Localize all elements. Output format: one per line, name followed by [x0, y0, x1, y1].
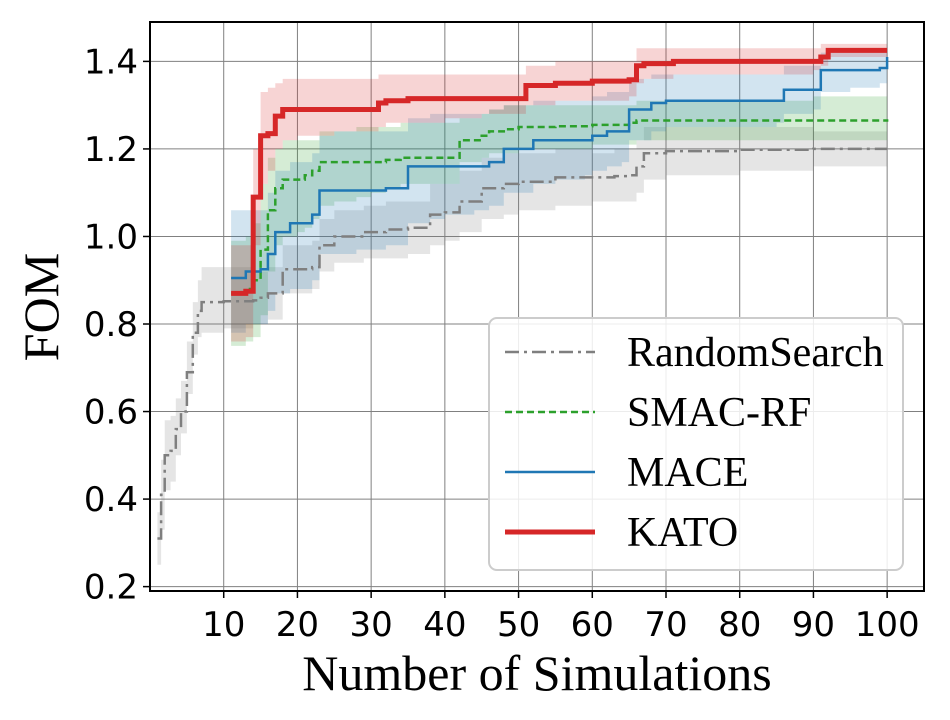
legend-label-randomsearch: RandomSearch — [627, 330, 884, 376]
x-tick-label: 20 — [276, 605, 319, 645]
x-axis-title: Number of Simulations — [302, 645, 771, 701]
legend-label-kato: KATO — [627, 510, 738, 556]
legend-frame — [488, 317, 904, 571]
y-tick-label: 0.8 — [84, 305, 138, 345]
y-tick-label: 1.0 — [84, 217, 138, 257]
randomsearch-confidence-band — [157, 127, 888, 565]
x-tick-label: 70 — [644, 605, 687, 645]
x-tick-label: 10 — [202, 605, 245, 645]
series-lines — [157, 47, 889, 540]
x-tick-label: 60 — [571, 605, 614, 645]
y-tick-label: 1.4 — [84, 42, 138, 82]
y-tick-label: 0.2 — [84, 568, 138, 608]
mace-confidence-band — [231, 43, 888, 333]
x-tick-label: 80 — [718, 605, 761, 645]
y-tick-label: 0.4 — [84, 480, 138, 520]
x-axis-ticks: 10 20 30 40 50 60 70 80 90 100 — [202, 591, 920, 645]
kato-confidence-band — [231, 43, 888, 342]
x-tick-label: 50 — [497, 605, 540, 645]
plot-frame — [149, 21, 925, 592]
y-axis-ticks: 0.2 0.4 0.6 0.8 1.0 1.2 1.4 — [84, 42, 150, 608]
y-axis-title: FOM — [13, 253, 69, 361]
x-tick-label: 40 — [423, 605, 466, 645]
smac-rf-line — [231, 119, 889, 295]
kato-line — [231, 47, 888, 296]
x-tick-label: 30 — [350, 605, 393, 645]
y-tick-label: 0.6 — [84, 393, 138, 433]
y-tick-label: 1.2 — [84, 130, 138, 170]
legend-label-smac-rf: SMAC-RF — [627, 390, 811, 436]
legend: RandomSearch SMAC-RF MACE KATO — [488, 317, 904, 571]
randomsearch-line — [157, 147, 888, 540]
x-tick-label: 90 — [792, 605, 835, 645]
mace-line — [231, 57, 889, 280]
legend-label-mace: MACE — [627, 450, 748, 496]
x-tick-label: 100 — [855, 605, 920, 645]
